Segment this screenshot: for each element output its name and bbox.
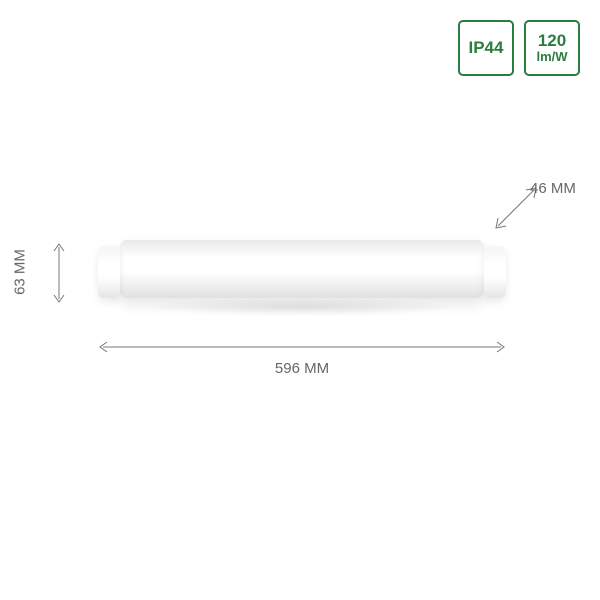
product-end-cap-right: [484, 246, 506, 298]
dimension-label-depth: 46 MM: [530, 180, 576, 197]
product-end-cap-left: [98, 246, 120, 298]
dimension-line-height: [52, 242, 66, 304]
product-shadow: [139, 298, 465, 316]
badge-lumens-per-watt: 120 lm/W: [524, 20, 580, 76]
led-batten-light: [98, 240, 506, 304]
badge-line: IP44: [469, 39, 504, 58]
badge-line: 120: [538, 32, 566, 51]
dimension-label-height: 63 MM: [12, 242, 29, 302]
badge-line: lm/W: [536, 50, 567, 64]
product-diagram: [98, 240, 506, 304]
dimension-line-width: [98, 340, 506, 354]
spec-badges: IP44 120 lm/W: [458, 20, 580, 76]
product-tube: [116, 240, 488, 298]
badge-ip-rating: IP44: [458, 20, 514, 76]
dimension-label-width: 596 MM: [98, 360, 506, 377]
